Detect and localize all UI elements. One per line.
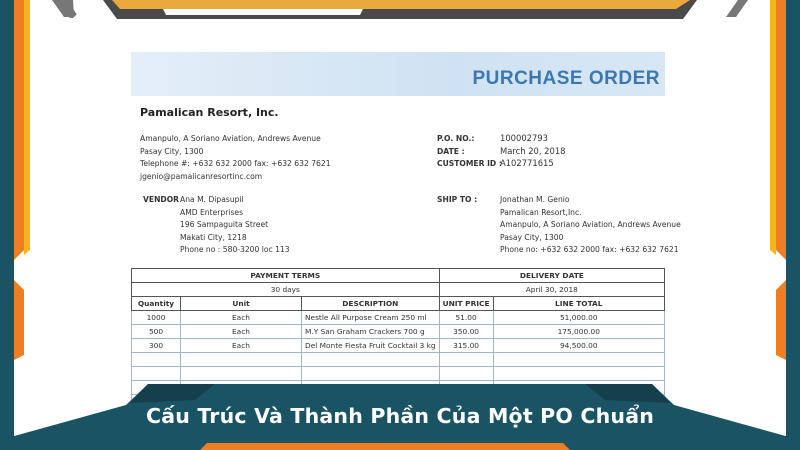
- ship-to-line: Pasay City, 1300: [500, 232, 564, 242]
- vendor-line: 196 Sampaguita Street: [180, 220, 269, 229]
- document-title: PURCHASE ORDER: [472, 68, 660, 89]
- address-line: Telephone #: +632 632 2000 fax: +632 632…: [140, 159, 331, 168]
- po-info-values: 100002793 March 20, 2018 A102771615: [500, 132, 566, 170]
- ship-to-label: SHIP TO :: [437, 195, 478, 204]
- header-band: [131, 52, 665, 96]
- vendor-line: Ana M. Dipasupil: [180, 195, 244, 204]
- ship-to-line: Amanpulo, A Soriano Aviation, Andrews Av…: [500, 220, 681, 229]
- address-line: Pasay City, 1300: [140, 146, 204, 156]
- table-row: 1000 Each Nestle All Purpose Cream 250 m…: [131, 310, 666, 325]
- ship-to-line: Jonathan M. Genio: [500, 195, 570, 204]
- customer-id-label: CUSTOMER ID :: [437, 159, 502, 168]
- ship-to-line: Phone no: +632 632 2000 fax: +632 632 76…: [500, 245, 679, 254]
- vendor-block: Ana M. Dipasupil AMD Enterprises 196 Sam…: [180, 194, 290, 257]
- table-row: 300 Each Del Monte Fiesta Fruit Cocktail…: [131, 338, 666, 353]
- date-label: DATE :: [437, 146, 465, 156]
- company-name: Pamalican Resort, Inc.: [140, 106, 279, 119]
- empty-row: [131, 366, 666, 381]
- empty-row: [131, 352, 666, 367]
- email: jgenio@pamalicanresortinc.com: [140, 171, 263, 181]
- banner-title: Cấu Trúc Và Thành Phần Của Một PO Chuẩn: [145, 404, 655, 428]
- po-number: 100002793: [500, 133, 548, 143]
- ship-to-line: Pamalican Resort,Inc.: [500, 207, 582, 217]
- vendor-label: VENDOR: [143, 195, 180, 204]
- company-address: Amanpulo, A Soriano Aviation, Andrews Av…: [140, 133, 331, 183]
- vendor-line: Phone no : 580-3200 loc 113: [180, 245, 290, 254]
- po-number-label: P.O. NO.:: [437, 134, 475, 143]
- vendor-line: Makati City, 1218: [180, 232, 247, 242]
- date: March 20, 2018: [500, 145, 566, 156]
- vendor-line: AMD Enterprises: [180, 207, 244, 217]
- customer-id: A102771615: [500, 158, 554, 168]
- ship-to-block: Jonathan M. Genio Pamalican Resort,Inc. …: [500, 194, 681, 257]
- po-info-labels: P.O. NO.: DATE : CUSTOMER ID :: [437, 133, 502, 171]
- table-row: 500 Each M.Y San Graham Crackers 700 g 3…: [131, 324, 666, 339]
- address-line: Amanpulo, A Soriano Aviation, Andrews Av…: [140, 134, 321, 143]
